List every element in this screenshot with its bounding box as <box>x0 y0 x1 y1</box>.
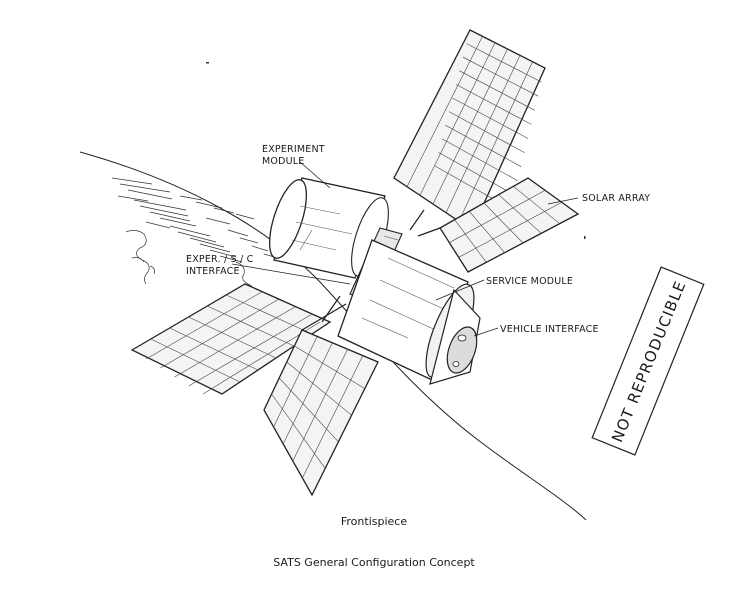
leader-lines <box>231 161 579 337</box>
panel-struts <box>301 209 441 331</box>
scan-specks <box>206 62 586 239</box>
solar-panel-upper <box>393 29 546 231</box>
frontispiece-label: Frontispiece <box>340 515 408 528</box>
label-experiment-module-line2: MODULE <box>262 156 304 167</box>
vehicle-interface-adapter <box>429 288 481 385</box>
not-reproducible-stamp: NOT REPRODUCIBLE <box>591 266 705 456</box>
figure-caption: SATS General Configuration Concept <box>273 556 475 569</box>
solar-panel-right <box>439 177 580 273</box>
label-exper-sc-interface-line1: EXPER. / S / C <box>186 254 254 265</box>
label-solar-array: SOLAR ARRAY <box>582 193 650 204</box>
label-service-module: SERVICE MODULE <box>486 276 573 287</box>
label-experiment-module-line1: EXPERIMENT <box>262 144 325 155</box>
solar-panel-lower <box>263 329 379 497</box>
experiment-module <box>268 177 389 279</box>
solar-panel-lower-left <box>130 283 332 395</box>
label-vehicle-interface: VEHICLE INTERFACE <box>500 324 599 335</box>
label-exper-sc-interface-line2: INTERFACE <box>186 266 240 277</box>
